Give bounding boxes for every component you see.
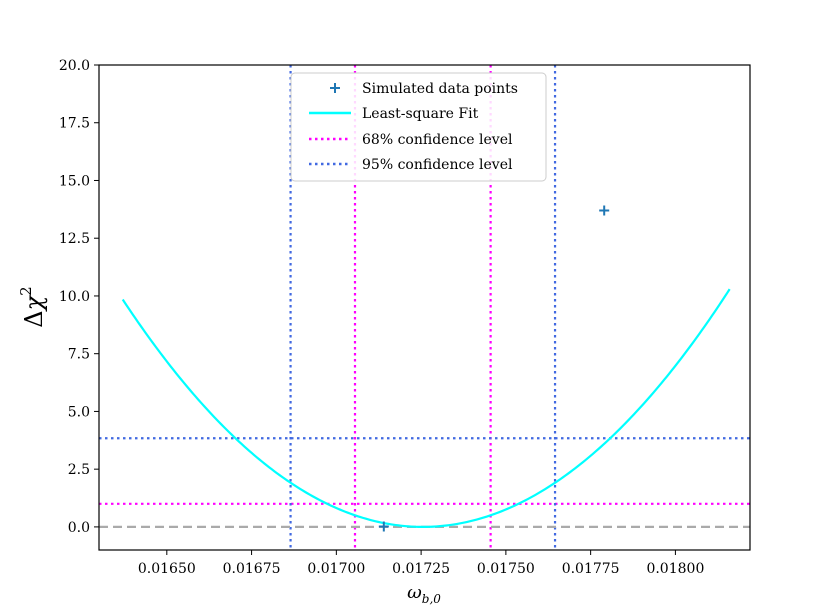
x-tick-label: 0.01800 bbox=[646, 561, 704, 577]
y-tick-label: 0.0 bbox=[68, 520, 90, 536]
legend-label-68-confidence: 68% confidence level bbox=[362, 132, 513, 148]
legend-label-least-square-fit: Least-square Fit bbox=[362, 106, 479, 122]
least-square-fit-curve bbox=[121, 288, 731, 528]
y-tick-label: 10.0 bbox=[59, 289, 90, 305]
x-tick-label: 0.01725 bbox=[392, 561, 450, 577]
y-tick-label: 5.0 bbox=[68, 404, 90, 420]
data-point-1 bbox=[378, 521, 389, 532]
y-tick-label: 12.5 bbox=[59, 231, 90, 247]
plot-area bbox=[99, 65, 750, 550]
y-tick-label: 15.0 bbox=[59, 173, 90, 189]
x-axis: 0.01650 0.01675 0.01700 0.01725 0.01750 0.017… bbox=[138, 550, 704, 577]
x-tick-label: 0.01775 bbox=[562, 561, 620, 577]
y-tick-label: 17.5 bbox=[59, 116, 90, 132]
y-tick-label: 2.5 bbox=[68, 462, 90, 478]
legend-label-simulated-data: Simulated data points bbox=[362, 81, 518, 97]
y-tick-label: 7.5 bbox=[68, 347, 90, 363]
x-tick-label: 0.01675 bbox=[223, 561, 281, 577]
y-axis: 0.0 2.5 5.0 7.5 10.0 12.5 15.0 17.5 20.0 bbox=[59, 58, 99, 536]
x-tick-label: 0.01750 bbox=[477, 561, 535, 577]
y-axis-label: Δχ2 bbox=[17, 286, 48, 327]
legend: Simulated data points Least-square Fit 6… bbox=[290, 72, 547, 182]
y-axis-label-prefix: Δ bbox=[20, 310, 48, 327]
x-axis-label: ωb,0 bbox=[407, 582, 441, 606]
x-axis-label-subscript: b,0 bbox=[422, 592, 441, 606]
plot-frame bbox=[98, 64, 751, 551]
x-tick-label: 0.01650 bbox=[138, 561, 196, 577]
legend-label-95-confidence: 95% confidence level bbox=[362, 157, 513, 173]
data-point-2 bbox=[599, 205, 610, 216]
legend-marker-simulated-data-icon bbox=[330, 83, 340, 93]
y-tick-label: 20.0 bbox=[59, 58, 90, 74]
y-axis-label-symbol: χ bbox=[20, 294, 48, 312]
x-tick-label: 0.01700 bbox=[307, 561, 365, 577]
x-axis-label-symbol: ω bbox=[407, 582, 422, 603]
y-axis-label-superscript: 2 bbox=[17, 286, 35, 296]
legend-box bbox=[290, 72, 547, 182]
